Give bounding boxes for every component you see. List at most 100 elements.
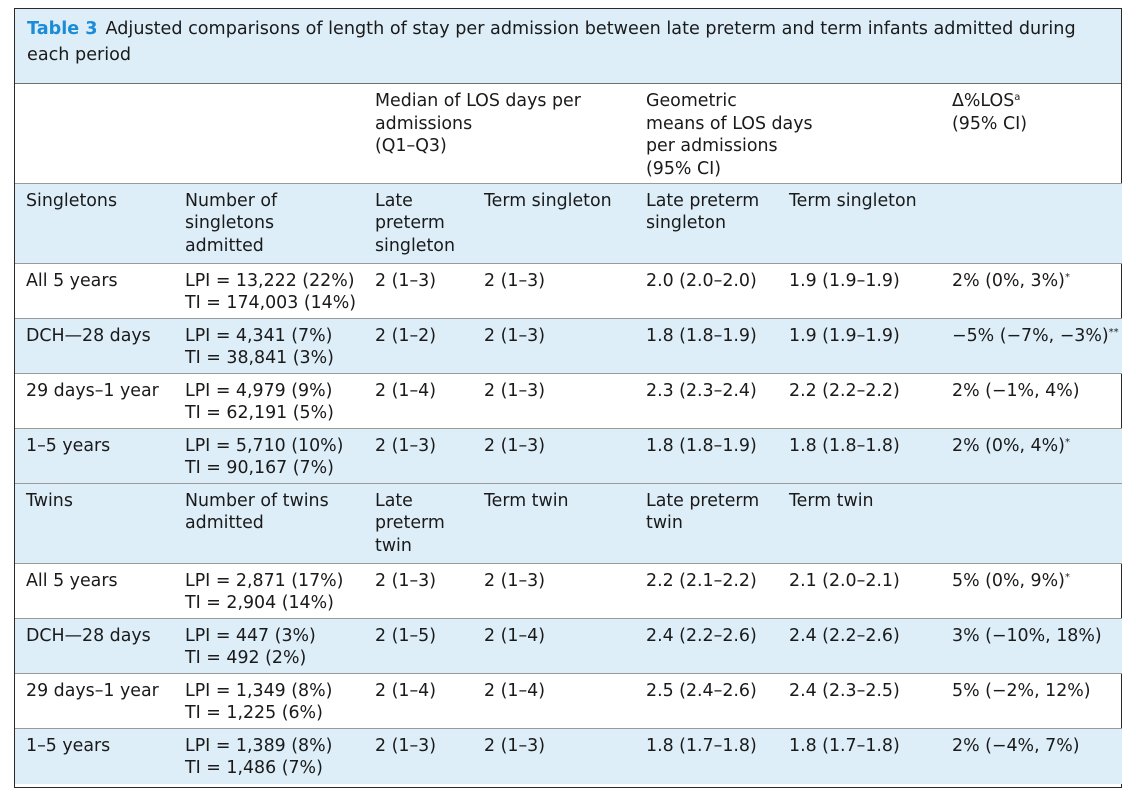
delta-value: 2% (−1%, 4%) xyxy=(952,380,1080,401)
median-term-cell: 2 (1–3) xyxy=(473,727,635,784)
geo-term-cell: 1.8 (1.7–1.8) xyxy=(778,727,942,784)
table-row: All 5 years LPI = 2,871 (17%) TI = 2,904 (… xyxy=(15,562,1123,618)
ti-count: TI = 2,904 (14%) xyxy=(185,593,334,613)
geo-late-label-line: Late preterm xyxy=(646,490,760,511)
table-row: All 5 years LPI = 13,222 (22%) TI = 174,00… xyxy=(15,262,1123,318)
late-label-line: preterm xyxy=(375,213,445,233)
caption-text: Adjusted comparisons of length of stay p… xyxy=(27,19,1076,65)
geo-late-cell: 1.8 (1.8–1.9) xyxy=(635,427,778,483)
header-delta-ci: (95% CI) xyxy=(952,113,1028,134)
ti-count: TI = 62,191 (5%) xyxy=(185,403,334,423)
delta-empty xyxy=(941,482,1123,563)
header-geometric-line: per admissions xyxy=(646,136,778,156)
count-label-line: Number of xyxy=(185,190,278,211)
late-label-line: twin xyxy=(375,535,412,556)
median-late-cell: 2 (1–3) xyxy=(364,427,473,483)
count-label: Number of twins admitted xyxy=(174,482,364,563)
period-cell: DCH—28 days xyxy=(15,317,174,373)
geo-late-label-line: Late preterm xyxy=(646,190,760,211)
late-label: Late preterm singleton xyxy=(364,182,473,263)
lpi-count: LPI = 4,341 (7%) xyxy=(185,325,333,346)
geo-term-label: Term twin xyxy=(778,482,942,563)
delta-value: −5% (−7%, −3%) xyxy=(952,325,1109,346)
header-delta-footnote: a xyxy=(1014,92,1021,103)
geo-late-cell: 2.4 (2.2–2.6) xyxy=(635,617,778,673)
delta-value: 5% (0%, 9%) xyxy=(952,570,1065,591)
delta-cell: 5% (−2%, 12%) xyxy=(941,672,1123,728)
section-header-row: Singletons Number of singletons admitted Lat… xyxy=(15,182,1123,263)
lpi-count: LPI = 1,389 (8%) xyxy=(185,735,333,756)
header-delta-label: Δ%LOS xyxy=(952,91,1015,111)
ti-count: TI = 1,486 (7%) xyxy=(185,758,323,778)
median-term-cell: 2 (1–4) xyxy=(473,672,635,728)
geo-term-cell: 1.9 (1.9–1.9) xyxy=(778,262,942,318)
delta-cell: 3% (−10%, 18%) xyxy=(941,617,1123,673)
count-label-line: Number of twins xyxy=(185,490,329,511)
section-name: Twins xyxy=(15,482,174,563)
counts-cell: LPI = 4,341 (7%) TI = 38,841 (3%) xyxy=(174,317,364,373)
table-caption: Table 3 Adjusted comparisons of length of… xyxy=(15,9,1121,84)
geo-term-label: Term singleton xyxy=(778,182,942,263)
delta-cell: 2% (−4%, 7%) xyxy=(941,727,1123,784)
geo-late-label: Late preterm singleton xyxy=(635,182,778,263)
geo-term-cell: 2.4 (2.2–2.6) xyxy=(778,617,942,673)
counts-cell: LPI = 1,349 (8%) TI = 1,225 (6%) xyxy=(174,672,364,728)
header-median-line: admissions xyxy=(375,113,473,134)
table-frame: Table 3 Adjusted comparisons of length of… xyxy=(14,8,1123,788)
table-row: 1–5 years LPI = 1,389 (8%) TI = 1,486 (7%)… xyxy=(15,727,1123,784)
period-cell: 1–5 years xyxy=(15,727,174,784)
count-label: Number of singletons admitted xyxy=(174,182,364,263)
geo-term-cell: 1.9 (1.9–1.9) xyxy=(778,317,942,373)
significance-marker: * xyxy=(1064,436,1070,448)
table-body: Median of LOS days per admissions (Q1–Q3) … xyxy=(15,84,1123,784)
geo-term-cell: 2.2 (2.2–2.2) xyxy=(778,372,942,428)
counts-cell: LPI = 4,979 (9%) TI = 62,191 (5%) xyxy=(174,372,364,428)
late-label-line: Late xyxy=(375,190,413,211)
count-label-line: singletons xyxy=(185,213,275,233)
section-header-row: Twins Number of twins admitted Late preterm t… xyxy=(15,482,1123,563)
table-row: 1–5 years LPI = 5,710 (10%) TI = 90,167 (7… xyxy=(15,427,1123,483)
header-geometric: Geometric means of LOS days per admissions… xyxy=(635,84,941,183)
lpi-count: LPI = 1,349 (8%) xyxy=(185,680,333,701)
delta-cell: 5% (0%, 9%)* xyxy=(941,562,1123,618)
delta-value: 3% (−10%, 18%) xyxy=(952,625,1102,646)
delta-cell: 2% (0%, 4%)* xyxy=(941,427,1123,483)
geo-term-cell: 2.1 (2.0–2.1) xyxy=(778,562,942,618)
lpi-count: LPI = 447 (3%) xyxy=(185,625,316,646)
table-row: DCH—28 days LPI = 447 (3%) TI = 492 (2%) 2 … xyxy=(15,617,1123,673)
counts-cell: LPI = 5,710 (10%) TI = 90,167 (7%) xyxy=(174,427,364,483)
geo-late-label-line: singleton xyxy=(646,213,726,233)
geo-late-cell: 2.5 (2.4–2.6) xyxy=(635,672,778,728)
geo-late-cell: 2.2 (2.1–2.2) xyxy=(635,562,778,618)
count-label-line: admitted xyxy=(185,235,264,256)
geo-late-label: Late preterm twin xyxy=(635,482,778,563)
geo-late-label-line: twin xyxy=(646,513,683,533)
median-late-cell: 2 (1–3) xyxy=(364,262,473,318)
geo-term-cell: 1.8 (1.8–1.8) xyxy=(778,427,942,483)
header-row: Median of LOS days per admissions (Q1–Q3) … xyxy=(15,84,1122,183)
lpi-count: LPI = 4,979 (9%) xyxy=(185,380,333,401)
counts-cell: LPI = 1,389 (8%) TI = 1,486 (7%) xyxy=(174,727,364,784)
header-median-line: Median of LOS days per xyxy=(375,91,581,111)
delta-cell: 2% (0%, 3%)* xyxy=(941,262,1123,318)
delta-value: 2% (0%, 3%) xyxy=(952,270,1065,291)
ti-count: TI = 38,841 (3%) xyxy=(185,348,334,368)
median-late-cell: 2 (1–4) xyxy=(364,672,473,728)
counts-cell: LPI = 447 (3%) TI = 492 (2%) xyxy=(174,617,364,673)
ti-count: TI = 90,167 (7%) xyxy=(185,458,334,478)
header-geometric-line: means of LOS days xyxy=(646,113,813,134)
late-label-line: singleton xyxy=(375,235,455,256)
header-geometric-line: Geometric xyxy=(646,91,737,111)
delta-value: 5% (−2%, 12%) xyxy=(952,680,1091,701)
median-late-cell: 2 (1–3) xyxy=(364,562,473,618)
median-term-cell: 2 (1–4) xyxy=(473,617,635,673)
geo-late-cell: 1.8 (1.8–1.9) xyxy=(635,317,778,373)
lpi-count: LPI = 2,871 (17%) xyxy=(185,570,344,591)
geo-late-cell: 1.8 (1.7–1.8) xyxy=(635,727,778,784)
geo-late-cell: 2.3 (2.3–2.4) xyxy=(635,372,778,428)
median-term-cell: 2 (1–3) xyxy=(473,317,635,373)
geo-late-cell: 2.0 (2.0–2.0) xyxy=(635,262,778,318)
counts-cell: LPI = 13,222 (22%) TI = 174,003 (14%) xyxy=(174,262,364,318)
counts-cell: LPI = 2,871 (17%) TI = 2,904 (14%) xyxy=(174,562,364,618)
significance-marker: * xyxy=(1064,571,1070,583)
